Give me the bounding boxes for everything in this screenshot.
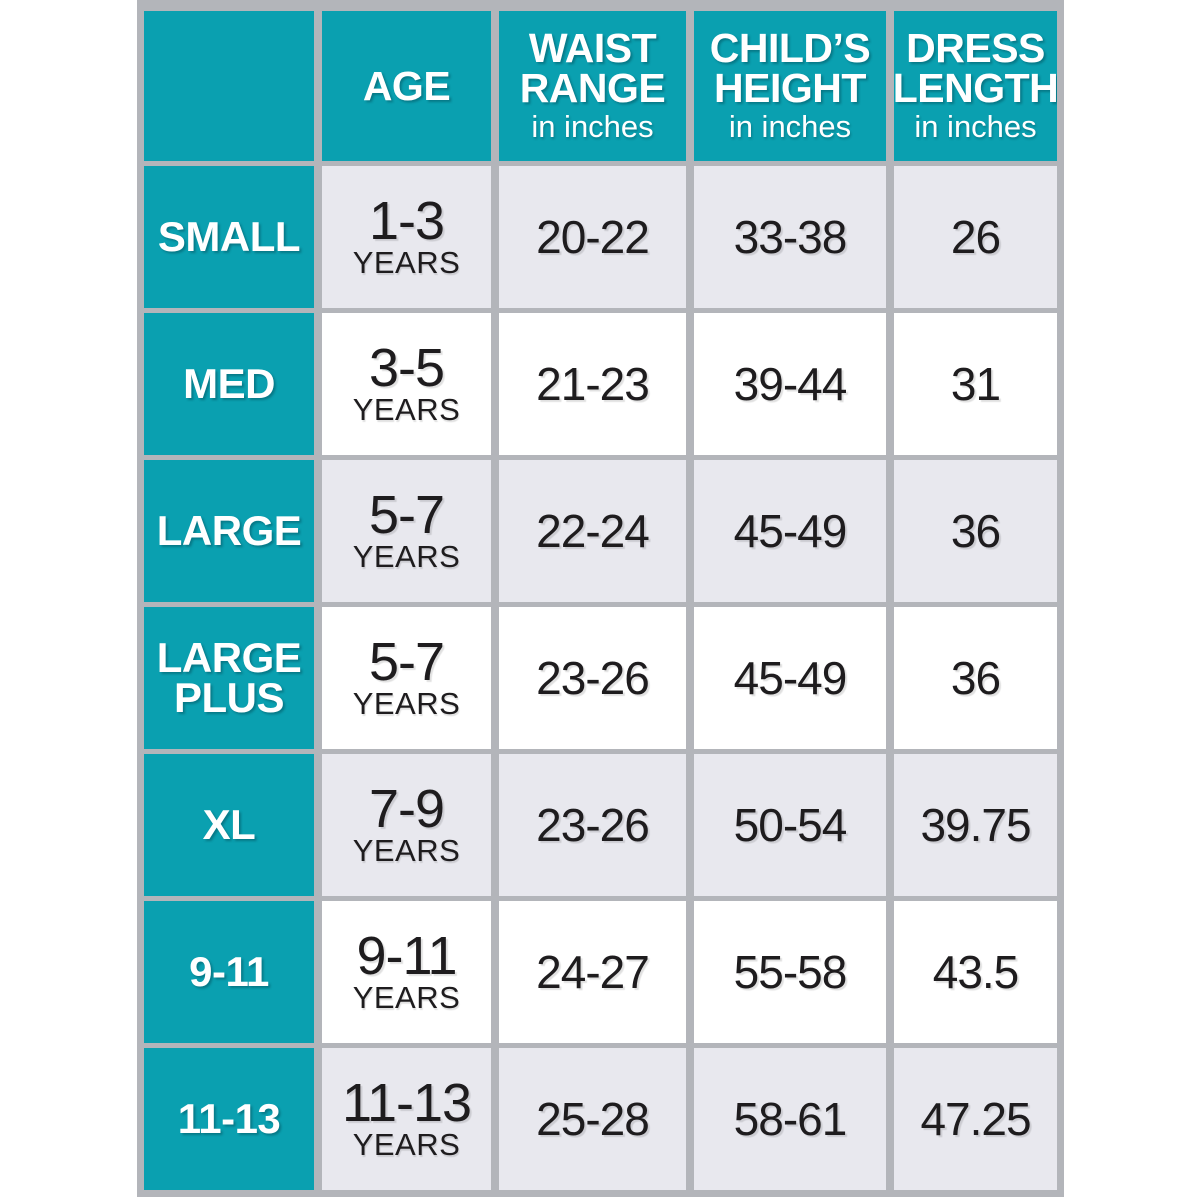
age-unit: YEARS — [352, 686, 461, 722]
row-large-age: 5-7 YEARS — [322, 460, 491, 602]
row-xl-waist: 23-26 — [499, 754, 686, 896]
row-large-label: LARGE — [144, 460, 314, 602]
row-9-11-label: 9-11 — [144, 901, 314, 1043]
row-med-age: 3-5 YEARS — [322, 313, 491, 455]
row-small-age: 1-3 YEARS — [322, 166, 491, 308]
header-corner-cell — [144, 11, 314, 161]
age-value: 7-9 — [368, 778, 445, 839]
row-large-plus-dress-length: 36 — [894, 607, 1057, 749]
row-small-waist: 20-22 — [499, 166, 686, 308]
row-med-dress-length: 31 — [894, 313, 1057, 455]
row-small-height: 33-38 — [694, 166, 886, 308]
row-xl-dress-length: 39.75 — [894, 754, 1057, 896]
age-value: 1-3 — [368, 190, 445, 251]
row-xl-height: 50-54 — [694, 754, 886, 896]
row-large-plus-label: LARGE PLUS — [144, 607, 314, 749]
header-dress-length-subtitle: in inches — [914, 109, 1037, 145]
row-large-plus-age: 5-7 YEARS — [322, 607, 491, 749]
age-unit: YEARS — [352, 833, 461, 869]
row-11-13-height: 58-61 — [694, 1048, 886, 1190]
header-waist-range: WAIST RANGE in inches — [499, 11, 686, 161]
row-xl-label: XL — [144, 754, 314, 896]
age-unit: YEARS — [352, 980, 461, 1016]
row-xl-age: 7-9 YEARS — [322, 754, 491, 896]
header-dress-length-title: DRESS LENGTH — [894, 25, 1057, 112]
age-value: 5-7 — [368, 484, 445, 545]
row-large-dress-length: 36 — [894, 460, 1057, 602]
row-9-11-dress-length: 43.5 — [894, 901, 1057, 1043]
header-waist-range-subtitle: in inches — [531, 109, 654, 145]
row-11-13-label: 11-13 — [144, 1048, 314, 1190]
age-value: 3-5 — [368, 337, 445, 398]
row-large-waist: 22-24 — [499, 460, 686, 602]
age-value: 9-11 — [356, 925, 457, 986]
age-value: 11-13 — [341, 1072, 472, 1133]
row-9-11-age: 9-11 YEARS — [322, 901, 491, 1043]
row-9-11-waist: 24-27 — [499, 901, 686, 1043]
age-unit: YEARS — [352, 539, 461, 575]
row-large-plus-waist: 23-26 — [499, 607, 686, 749]
row-11-13-age: 11-13 YEARS — [322, 1048, 491, 1190]
age-value: 5-7 — [368, 631, 445, 692]
row-large-height: 45-49 — [694, 460, 886, 602]
header-age-title: AGE — [362, 62, 451, 109]
age-unit: YEARS — [352, 392, 461, 428]
row-med-label: MED — [144, 313, 314, 455]
header-childs-height: CHILD’S HEIGHT in inches — [694, 11, 886, 161]
header-age: AGE — [322, 11, 491, 161]
row-med-height: 39-44 — [694, 313, 886, 455]
row-small-dress-length: 26 — [894, 166, 1057, 308]
header-childs-height-subtitle: in inches — [728, 109, 852, 145]
row-large-plus-height: 45-49 — [694, 607, 886, 749]
header-childs-height-title: CHILD’S HEIGHT — [709, 25, 871, 112]
row-small-label: SMALL — [144, 166, 314, 308]
header-dress-length: DRESS LENGTH in inches — [894, 11, 1057, 161]
row-11-13-waist: 25-28 — [499, 1048, 686, 1190]
age-unit: YEARS — [352, 1127, 461, 1163]
header-waist-range-title: WAIST RANGE — [519, 25, 666, 112]
row-med-waist: 21-23 — [499, 313, 686, 455]
size-chart-table: AGE WAIST RANGE in inches CHILD’S HEIGHT… — [137, 0, 1064, 1197]
age-unit: YEARS — [352, 245, 461, 281]
row-11-13-dress-length: 47.25 — [894, 1048, 1057, 1190]
row-9-11-height: 55-58 — [694, 901, 886, 1043]
